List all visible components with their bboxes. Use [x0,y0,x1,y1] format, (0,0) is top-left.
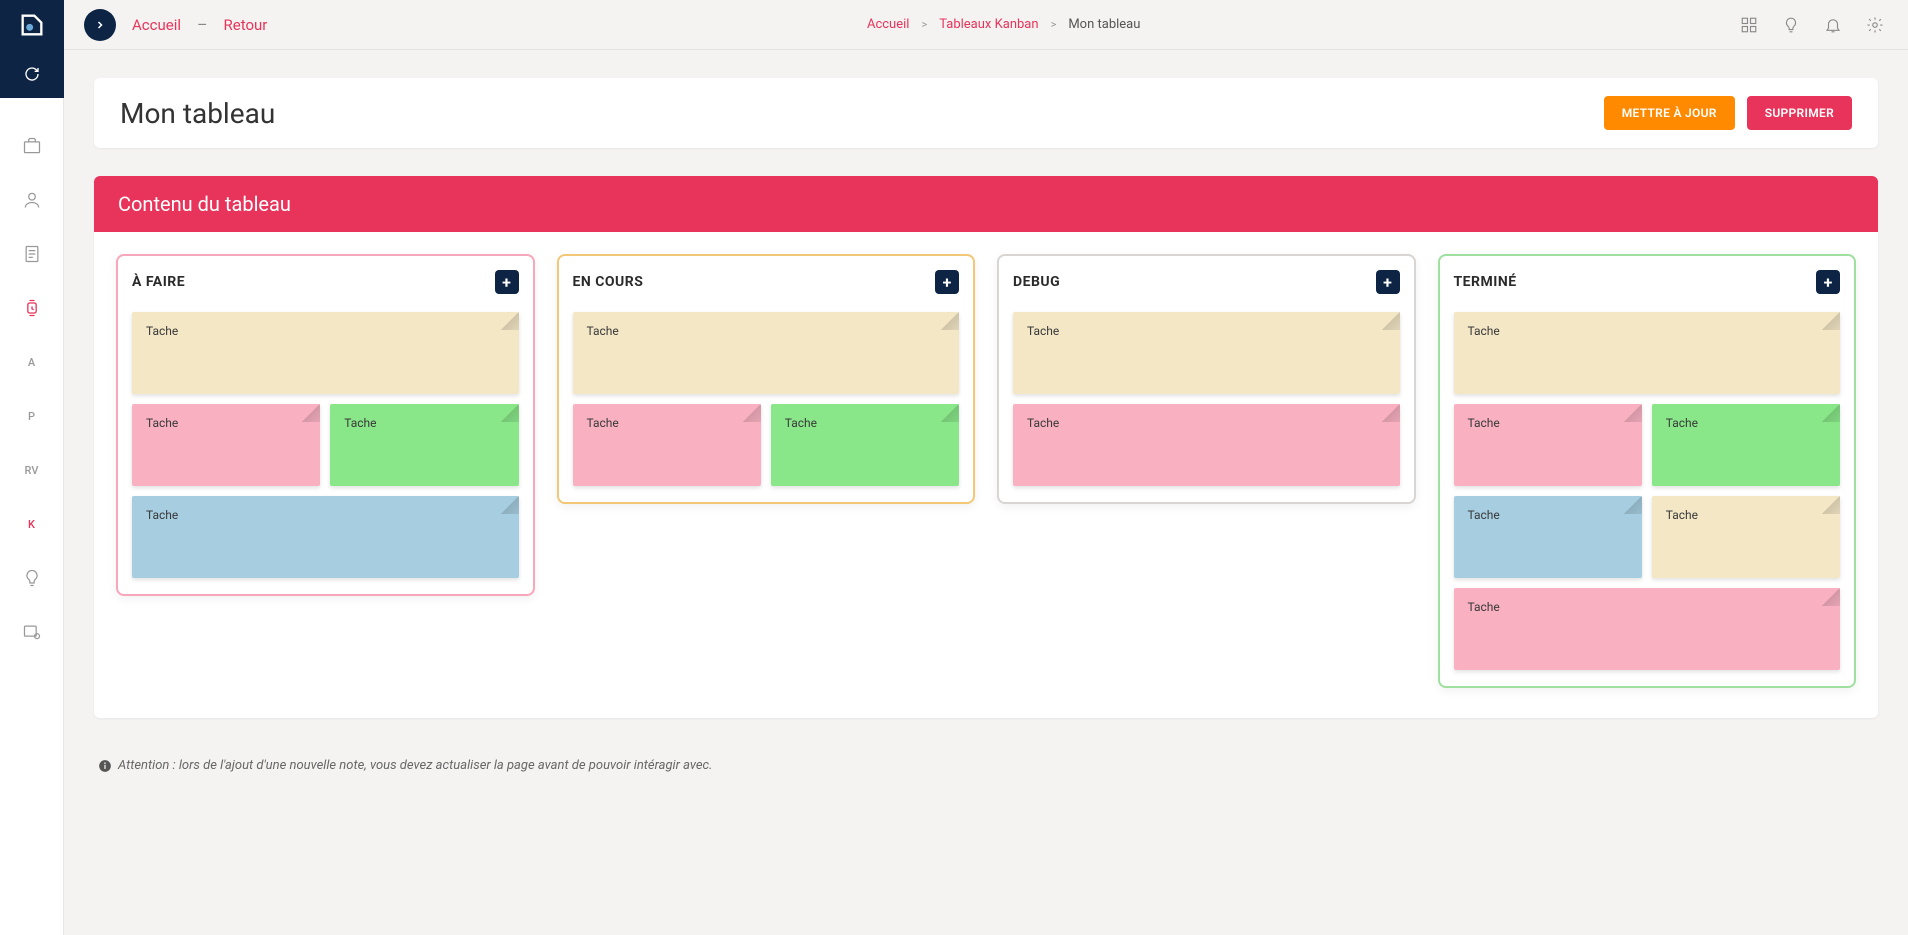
kanban-card[interactable]: Tache [330,404,518,486]
page-title-card: Mon tableau METTRE À JOUR SUPPRIMER [94,78,1878,148]
sidebar: AP RV K [0,0,64,935]
kanban-card[interactable]: Tache [1454,588,1841,670]
back-button[interactable] [84,9,116,41]
column-title: TERMINÉ [1454,274,1517,290]
kanban-card[interactable]: Tache [573,312,960,394]
brand-logo[interactable] [0,0,64,50]
column-title: À FAIRE [132,274,185,290]
board-header: Contenu du tableau [94,176,1878,232]
sidebar-item-tips[interactable] [14,560,50,596]
sidebar-item-rv[interactable]: RV [14,452,50,488]
notice-text: Attention : lors de l'ajout d'une nouvel… [94,758,1878,773]
nav-separator: – [197,15,208,34]
gear-icon[interactable] [1866,16,1884,34]
breadcrumb: Accueil > Tableaux Kanban > Mon tableau [867,17,1140,32]
add-card-button[interactable]: + [1376,270,1400,294]
grid-icon[interactable] [1740,16,1758,34]
kanban-column: DEBUG + Tache Tache [997,254,1416,504]
kanban-card[interactable]: Tache [1454,312,1841,394]
sidebar-item-p[interactable]: P [14,398,50,434]
breadcrumb-section[interactable]: Tableaux Kanban [939,17,1038,32]
add-card-button[interactable]: + [935,270,959,294]
sidebar-item-watch[interactable] [14,290,50,326]
breadcrumb-home[interactable]: Accueil [867,17,909,32]
kanban-column: TERMINÉ+TacheTacheTacheTacheTacheTache [1438,254,1857,688]
topbar: Accueil – Retour Accueil > Tableaux Kanb… [64,0,1908,50]
update-button[interactable]: METTRE À JOUR [1604,96,1735,130]
column-title: EN COURS [573,274,644,290]
kanban-card[interactable]: Tache [132,312,519,394]
column-title: DEBUG [1013,274,1060,290]
kanban-card[interactable]: Tache [771,404,959,486]
kanban-card[interactable]: Tache [573,404,761,486]
refresh-icon[interactable] [0,50,64,98]
sidebar-item-a[interactable]: A [14,344,50,380]
lightbulb-icon[interactable] [1782,16,1800,34]
breadcrumb-current: Mon tableau [1068,17,1140,32]
kanban-card[interactable]: Tache [1454,404,1642,486]
kanban-column: EN COURS+TacheTacheTache [557,254,976,504]
add-card-button[interactable]: + [495,270,519,294]
sidebar-item-user[interactable] [14,182,50,218]
bell-icon[interactable] [1824,16,1842,34]
sidebar-item-billing[interactable] [14,614,50,650]
nav-back-link[interactable]: Retour [224,16,268,34]
kanban-card[interactable]: Tache [132,496,519,578]
kanban-column: À FAIRE+TacheTacheTacheTache [116,254,535,596]
add-card-button[interactable]: + [1816,270,1840,294]
kanban-card[interactable]: Tache [1652,404,1840,486]
kanban-card[interactable]: Tache [1652,496,1840,578]
sidebar-item-k[interactable]: K [14,506,50,542]
kanban-card[interactable]: Tache [132,404,320,486]
kanban-card[interactable]: Tache [1013,312,1400,394]
nav-home-link[interactable]: Accueil [132,16,181,34]
board-section: Contenu du tableau À FAIRE+TacheTacheTac… [94,176,1878,718]
delete-button[interactable]: SUPPRIMER [1747,96,1852,130]
sidebar-item-document[interactable] [14,236,50,272]
sidebar-item-briefcase[interactable] [14,128,50,164]
page-title: Mon tableau [120,97,275,130]
kanban-card[interactable]: Tache [1013,404,1400,486]
kanban-card[interactable]: Tache [1454,496,1642,578]
